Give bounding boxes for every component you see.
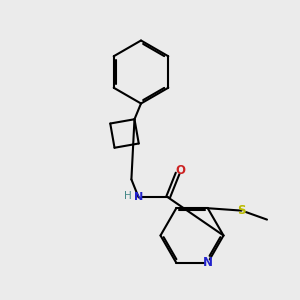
Text: O: O xyxy=(175,164,185,177)
Text: N: N xyxy=(203,256,213,269)
Text: S: S xyxy=(237,204,246,217)
Text: N: N xyxy=(134,192,143,203)
Text: H: H xyxy=(124,191,132,201)
